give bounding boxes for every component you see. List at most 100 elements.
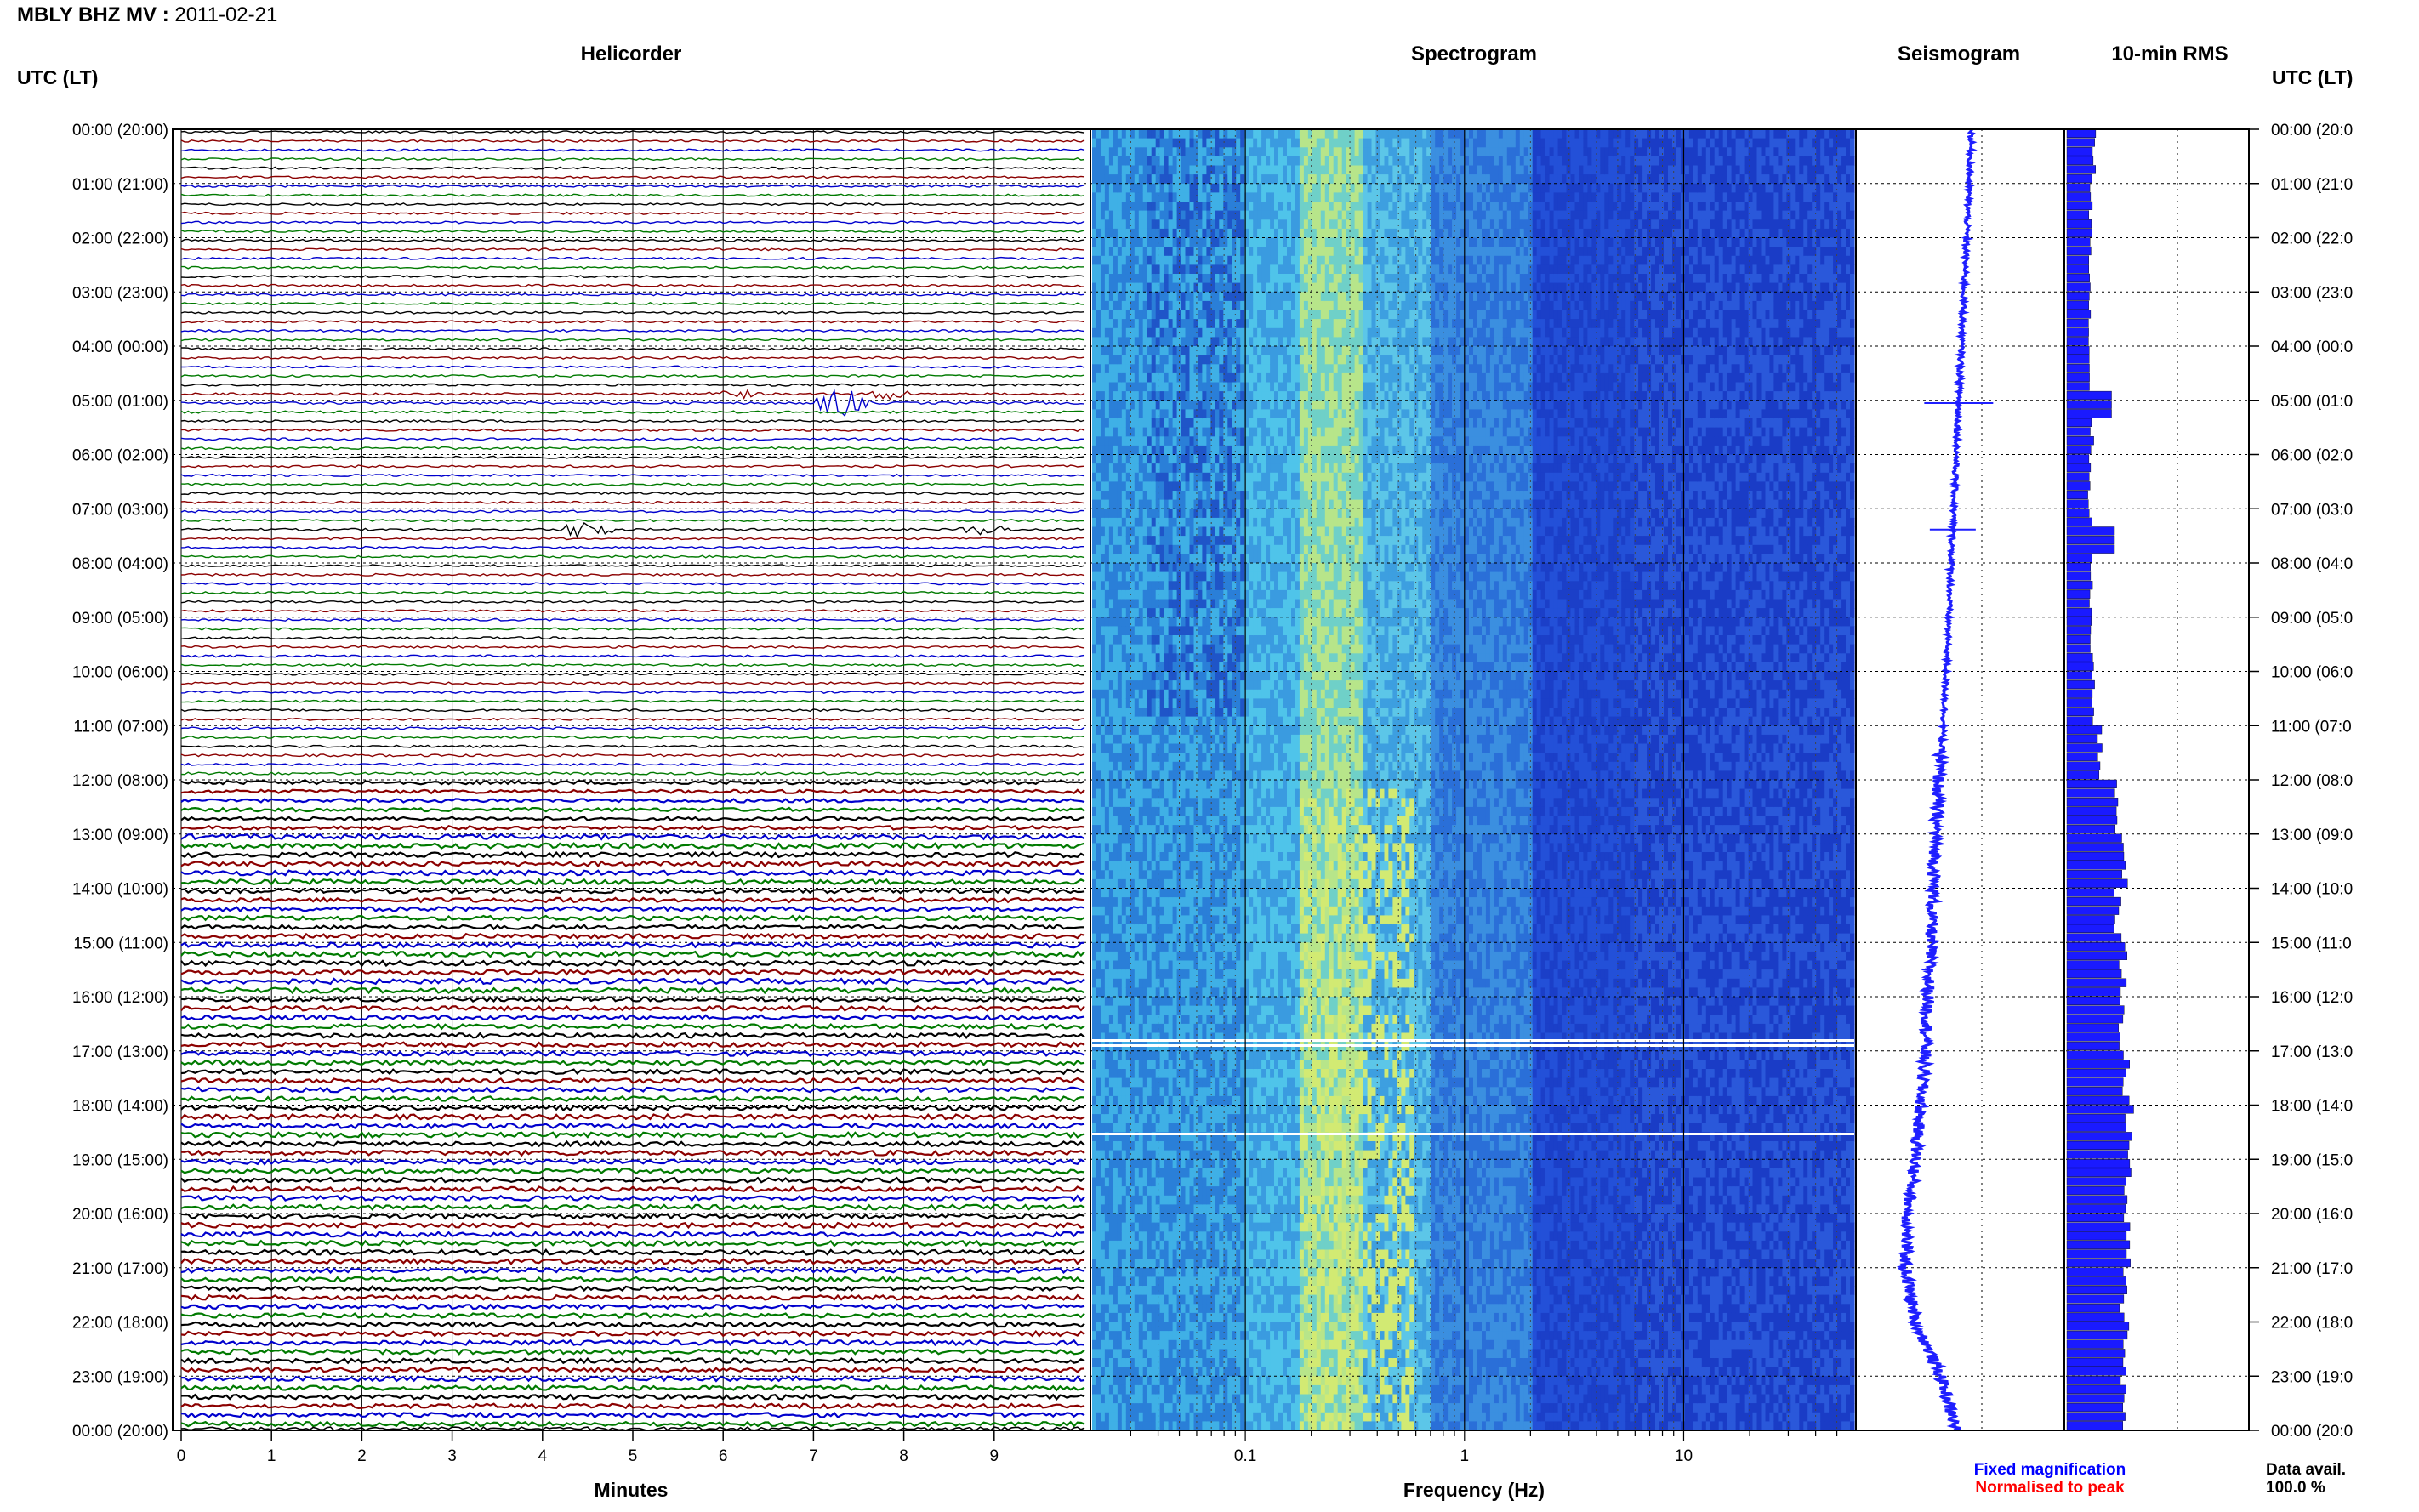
time-label-right: 12:00 (08:0 (2271, 772, 2353, 790)
rms-bar (2067, 518, 2092, 526)
rms-bar (2067, 843, 2124, 851)
rms-bar (2067, 1322, 2129, 1331)
rms-bar (2067, 717, 2092, 725)
rms-bar (2067, 409, 2112, 418)
rms-bar (2067, 1214, 2124, 1222)
rms-bar (2067, 879, 2127, 888)
panel-title-rms: 10-min RMS (2111, 43, 2228, 65)
rms-bar (2067, 979, 2126, 987)
rms-bar (2067, 1141, 2129, 1150)
rms-bar (2067, 1367, 2126, 1376)
time-label-right: 08:00 (04:0 (2271, 555, 2353, 573)
rms-bar (2067, 924, 2114, 933)
title-separator: : (162, 3, 175, 26)
time-label-right: 09:00 (05:0 (2271, 610, 2353, 628)
time-label-right: 17:00 (13:0 (2271, 1043, 2353, 1061)
rms-bar (2067, 1178, 2126, 1186)
rms-bar (2067, 897, 2121, 906)
rms-bar (2067, 337, 2088, 345)
rms-bar (2067, 1196, 2127, 1204)
rms-bar (2067, 1395, 2124, 1403)
minute-tick-label: 5 (629, 1447, 638, 1465)
rms-bar (2067, 680, 2095, 689)
rms-bar (2067, 1069, 2126, 1077)
station-code: MBLY BHZ MV (17, 3, 157, 26)
rms-bar (2067, 1385, 2126, 1394)
time-label-right: 03:00 (23:0 (2271, 284, 2353, 302)
rms-bar (2067, 961, 2119, 969)
time-label-left: 23:00 (19:00) (72, 1368, 168, 1386)
data-avail-label: Data avail. (2266, 1461, 2346, 1479)
rms-bar (2067, 211, 2089, 219)
time-label-left: 07:00 (03:00) (72, 501, 168, 519)
time-label-left: 04:00 (00:00) (72, 338, 168, 356)
rms-bar (2067, 780, 2117, 788)
rms-bar (2067, 509, 2089, 517)
time-label-right: 01:00 (21:0 (2271, 176, 2353, 194)
rms-bar (2067, 744, 2103, 753)
rms-bar (2067, 1106, 2134, 1114)
minute-tick-label: 2 (357, 1447, 367, 1465)
rms-bar (2067, 969, 2121, 978)
rms-bar (2067, 129, 2096, 138)
rms-bar (2067, 481, 2090, 490)
rms-bar (2067, 500, 2088, 509)
rms-bar (2067, 1114, 2126, 1123)
minute-tick-label: 7 (809, 1447, 818, 1465)
rms-bar (2067, 1340, 2123, 1349)
rms-bar (2067, 1168, 2132, 1177)
rms-bar (2067, 870, 2122, 878)
rms-bar (2067, 1403, 2123, 1412)
rms-bar (2067, 852, 2124, 861)
rms-bar (2067, 1096, 2129, 1105)
rms-bar (2067, 373, 2090, 382)
rms-bar (2067, 355, 2089, 364)
time-label-left: 00:00 (20:00) (72, 122, 168, 139)
time-label-left: 19:00 (15:00) (72, 1151, 168, 1169)
time-label-left: 09:00 (05:00) (72, 610, 168, 628)
utc-lt-label-left: UTC (LT) (17, 66, 98, 88)
time-label-left: 22:00 (18:00) (72, 1315, 168, 1333)
time-label-right: 23:00 (19:0 (2271, 1368, 2353, 1386)
data-avail-value: 100.0 % (2266, 1479, 2325, 1497)
rms-bar (2067, 1413, 2126, 1421)
time-label-right: 02:00 (22:0 (2271, 230, 2353, 248)
rms-bar (2067, 139, 2095, 147)
rms-bar (2067, 1376, 2120, 1384)
time-label-right: 16:00 (12:0 (2271, 989, 2353, 1007)
rms-bar (2067, 1231, 2126, 1240)
rms-bar (2067, 391, 2112, 400)
time-label-left: 05:00 (01:00) (72, 393, 168, 411)
rms-bar (2067, 310, 2091, 319)
station-title: MBLY BHZ MV : 2011-02-21 (17, 3, 277, 26)
rms-bar (2067, 328, 2089, 337)
rms-bar (2067, 1024, 2119, 1032)
rms-bar (2067, 563, 2091, 571)
time-label-left: 13:00 (09:00) (72, 827, 168, 844)
rms-bar (2067, 725, 2102, 734)
time-label-left: 15:00 (11:00) (73, 935, 168, 952)
rms-bar (2067, 735, 2097, 743)
minute-tick-label: 1 (267, 1447, 276, 1465)
rms-bar (2067, 762, 2100, 770)
rms-bar (2067, 600, 2090, 608)
time-label-right: 11:00 (07:0 (2271, 718, 2352, 736)
rms-bar (2067, 987, 2120, 996)
time-axis-left: 00:00 (20:00)01:00 (21:00)02:00 (22:00)0… (72, 122, 168, 1441)
rms-bar (2067, 219, 2092, 228)
utc-lt-label-right: UTC (LT) (2272, 66, 2353, 88)
rms-bar (2067, 1060, 2130, 1068)
rms-bar (2067, 1186, 2124, 1195)
rms-bar (2067, 256, 2089, 264)
time-label-left: 21:00 (17:00) (72, 1260, 168, 1278)
rms-bar (2067, 645, 2091, 653)
minute-tick-label: 0 (177, 1447, 186, 1465)
rms-bar (2067, 807, 2116, 816)
rms-bar (2067, 1421, 2123, 1430)
minute-tick-label: 9 (990, 1447, 999, 1465)
panel-title-spectrogram: Spectrogram (1411, 43, 1537, 65)
time-label-right: 00:00 (20:0 (2271, 122, 2353, 139)
rms-bar (2067, 527, 2114, 536)
rms-bar (2067, 789, 2114, 798)
time-label-left: 08:00 (04:00) (72, 555, 168, 573)
